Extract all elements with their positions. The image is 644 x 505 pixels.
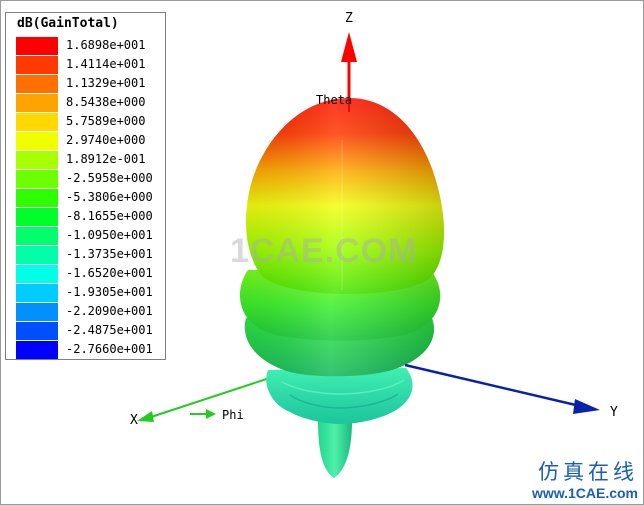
legend-row: -2.2090e+001 — [16, 303, 164, 321]
legend-swatch — [16, 265, 58, 283]
legend-row: -1.0950e+001 — [16, 227, 164, 245]
legend-label: -5.3806e+000 — [66, 190, 153, 204]
legend-row: 5.7589e+000 — [16, 113, 164, 131]
legend-swatch — [16, 189, 58, 207]
x-axis-label: X — [130, 413, 138, 428]
legend-row: 1.1329e+001 — [16, 75, 164, 93]
legend-swatch — [16, 341, 58, 359]
legend-label: -1.6520e+001 — [66, 266, 153, 280]
legend-label: -2.4875e+001 — [66, 323, 153, 337]
legend-row: 1.4114e+001 — [16, 56, 164, 74]
theta-label: Theta — [316, 93, 352, 107]
brand-url-text: www.1CAE.com — [531, 485, 638, 501]
legend-row: -8.1655e+000 — [16, 208, 164, 226]
legend-label: -2.7660e+001 — [66, 342, 153, 356]
legend-row: -5.3806e+000 — [16, 189, 164, 207]
legend-swatch — [16, 227, 58, 245]
legend-row: -2.4875e+001 — [16, 322, 164, 340]
legend-swatch — [16, 56, 58, 74]
legend-row: -2.5958e+000 — [16, 170, 164, 188]
legend-row: 8.5438e+000 — [16, 94, 164, 112]
z-axis-label: Z — [345, 11, 353, 26]
legend-swatch — [16, 132, 58, 150]
legend-row: 1.6898e+001 — [16, 37, 164, 55]
legend-swatch — [16, 75, 58, 93]
legend-label: 1.1329e+001 — [66, 76, 146, 90]
legend-title: dB(GainTotal) — [17, 16, 119, 31]
brand-chinese-text: 仿真在线 — [538, 460, 638, 484]
legend-label: 1.6898e+001 — [66, 38, 146, 52]
legend-row: -1.9305e+001 — [16, 284, 164, 302]
watermark-text: 1CAE.COM — [230, 232, 418, 270]
legend-swatch — [16, 208, 58, 226]
legend-label: -1.9305e+001 — [66, 285, 153, 299]
legend-row: 2.9740e+000 — [16, 132, 164, 150]
pattern-main-lobe — [246, 98, 445, 294]
y-axis — [404, 363, 600, 414]
legend-swatch — [16, 94, 58, 112]
legend-swatch — [16, 284, 58, 302]
y-axis-label: Y — [610, 405, 618, 420]
legend-label: -1.3735e+001 — [66, 247, 153, 261]
legend-label: -8.1655e+000 — [66, 209, 153, 223]
phi-label: Phi — [222, 408, 244, 422]
legend-label: 2.9740e+000 — [66, 133, 146, 147]
legend-row: -2.7660e+001 — [16, 341, 164, 359]
legend-label: 1.4114e+001 — [66, 57, 146, 71]
legend-row: -1.6520e+001 — [16, 265, 164, 283]
legend-label: 8.5438e+000 — [66, 95, 146, 109]
legend-swatch — [16, 151, 58, 169]
legend-swatch — [16, 170, 58, 188]
legend-swatch — [16, 113, 58, 131]
pattern-back-lobes — [266, 368, 413, 424]
legend-label: -2.5958e+000 — [66, 171, 153, 185]
legend-row: -1.3735e+001 — [16, 246, 164, 264]
legend-swatch — [16, 303, 58, 321]
pattern-tail-lobe — [318, 420, 352, 478]
color-legend[interactable]: dB(GainTotal) 1.6898e+001 1.4114e+001 1.… — [5, 12, 166, 360]
brand-watermark: 仿真在线 www.1CAE.com — [508, 459, 638, 501]
legend-label: 1.8912e-001 — [66, 152, 146, 166]
legend-label: -2.2090e+001 — [66, 304, 153, 318]
phi-marker — [190, 409, 216, 419]
legend-label: 5.7589e+000 — [66, 114, 146, 128]
legend-swatch — [16, 246, 58, 264]
legend-swatch — [16, 37, 58, 55]
legend-swatch — [16, 322, 58, 340]
legend-label: -1.0950e+001 — [66, 228, 153, 242]
legend-row: 1.8912e-001 — [16, 151, 164, 169]
